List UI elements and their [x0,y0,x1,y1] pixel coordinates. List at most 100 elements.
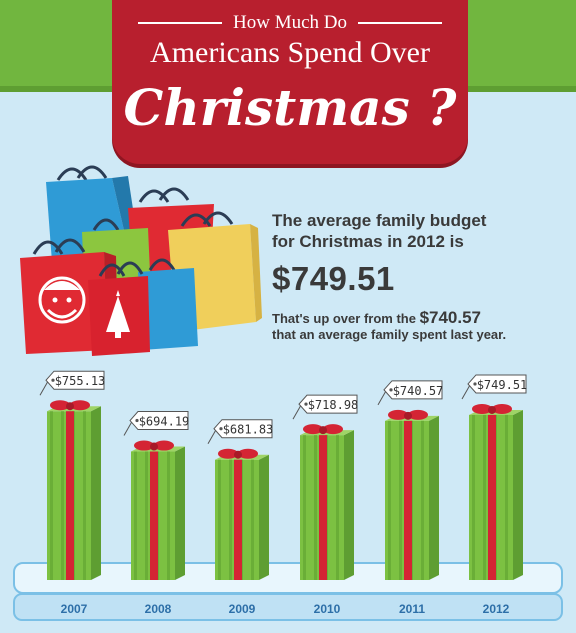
summary-comparison-amount: $740.57 [419,308,482,327]
summary-comparison-post: that an average family spent last year. [272,327,507,342]
gift-stripe [134,451,137,580]
tick-label-2008: 2008 [145,602,172,616]
gift-ribbon [319,435,327,580]
title-rule-left [138,22,222,24]
gift-bow-right [492,403,512,414]
tag-hole [389,388,393,392]
gift-stripe [229,459,232,580]
value-label-2012: $749.51 [477,378,528,392]
gift-bow-right [70,400,90,411]
tag-string [123,421,133,436]
gift-stripe [167,451,170,580]
tick-label-2009: 2009 [229,602,256,616]
gift-bow-right [238,448,258,459]
tick-label-2011: 2011 [399,602,425,616]
value-label-2010: $718.98 [308,398,359,412]
tag-string [292,404,302,420]
shopping-bags-illustration [20,165,262,356]
gift-bow-left [388,409,408,420]
gift-stripe [336,435,339,580]
price-tag-icon [467,374,527,394]
bar-2007: $755.13 2007 [39,370,106,616]
gift-bow-left [134,440,154,451]
summary-lead-line-2: for Christmas in 2012 is [272,232,464,251]
gift-stripe [388,420,391,580]
gift-bow-knot [150,442,158,451]
gift-stripe [83,411,86,580]
gift-stripe [314,435,317,580]
gift-bow-left [218,448,238,459]
gift-stripe [145,451,148,580]
gift-stripe [50,411,53,580]
gift-bow-knot [319,426,327,435]
gift-ribbon [404,420,412,580]
bar-2012: $749.51 2012 [461,374,528,616]
gift-bow-right [323,424,343,435]
summary-lead-line-1: The average family budget [272,211,487,230]
tick-label-2012: 2012 [483,602,510,616]
gift-stripe [505,414,508,580]
gift-stripe [218,459,221,580]
gift-bow-knot [66,402,74,411]
summary-amount: $749.51 [272,260,395,297]
gift-stripe [61,411,64,580]
gift-box-side [91,406,101,580]
tag-hole [135,418,139,423]
gift-bow-left [303,424,323,435]
tag-string [461,384,471,400]
price-tag-icon [129,411,189,431]
gift-ribbon [234,459,242,580]
title-banner: How Much Do Americans Spend Over Christm… [112,0,468,164]
spending-chart: $755.13 2007 $694.19 2008 $681.83 2009 $718.98… [13,370,563,621]
summary-comparison: That's up over from the $740.57 that an … [272,308,562,343]
title-line-3: Christmas ? [123,78,457,137]
gift-bow-knot [488,405,496,414]
summary-panel: The average family budget for Christmas … [272,210,562,343]
gift-stripe [251,459,254,580]
gift-box-side [175,446,185,580]
gift-ribbon [66,411,74,580]
tag-string [207,429,217,444]
gift-stripe [303,435,306,580]
value-label-2007: $755.13 [55,374,106,388]
tag-hole [304,402,308,406]
tag-hole [473,382,477,386]
summary-comparison-pre: That's up over from the [272,311,420,326]
price-tag-icon [383,380,443,400]
price-tag-icon [45,370,105,390]
bar-2011: $740.57 2011 [377,380,444,616]
gift-box-side [429,415,439,580]
bar-2010: $718.98 2010 [292,394,359,616]
gift-bow-right [154,440,174,451]
gift-stripe [421,420,424,580]
title-line-1: How Much Do [233,12,347,33]
tick-label-2007: 2007 [61,602,88,616]
summary-lead: The average family budget for Christmas … [272,210,562,252]
gift-stripe [483,414,486,580]
gift-bow-left [472,403,492,414]
gift-stripe [399,420,402,580]
gift-ribbon [150,451,158,580]
bar-2009: $681.83 2009 [207,419,273,616]
tag-string [39,380,49,396]
gift-stripe [472,414,475,580]
title-line-2: Americans Spend Over [150,36,430,69]
price-tag-icon [213,419,273,439]
value-label-2008: $694.19 [139,415,190,429]
tick-label-2010: 2010 [314,602,341,616]
value-label-2011: $740.57 [393,384,444,398]
gift-box-side [259,454,269,580]
tag-string [377,390,387,406]
tree-bag-icon [88,261,150,356]
blue-front-bag-icon [138,258,198,350]
gift-box-side [344,430,354,580]
bar-2008: $694.19 2008 [123,411,190,616]
gift-bow-knot [404,411,412,420]
gift-bow-right [408,409,428,420]
gift-box-side [513,409,523,580]
gift-bow-left [50,400,70,411]
title-rule-right [358,22,442,24]
gift-bow-knot [234,450,242,459]
tag-hole [51,378,55,382]
